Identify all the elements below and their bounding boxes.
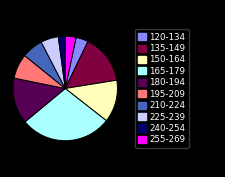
Wedge shape xyxy=(65,36,76,88)
Wedge shape xyxy=(65,41,117,88)
Wedge shape xyxy=(13,78,65,122)
Wedge shape xyxy=(41,37,65,88)
Wedge shape xyxy=(58,36,65,88)
Legend: 120-134, 135-149, 150-164, 165-179, 180-194, 195-209, 210-224, 225-239, 240-254,: 120-134, 135-149, 150-164, 165-179, 180-… xyxy=(135,29,189,148)
Wedge shape xyxy=(25,88,106,141)
Wedge shape xyxy=(25,42,65,88)
Wedge shape xyxy=(65,38,88,88)
Wedge shape xyxy=(14,56,65,88)
Wedge shape xyxy=(65,80,117,121)
